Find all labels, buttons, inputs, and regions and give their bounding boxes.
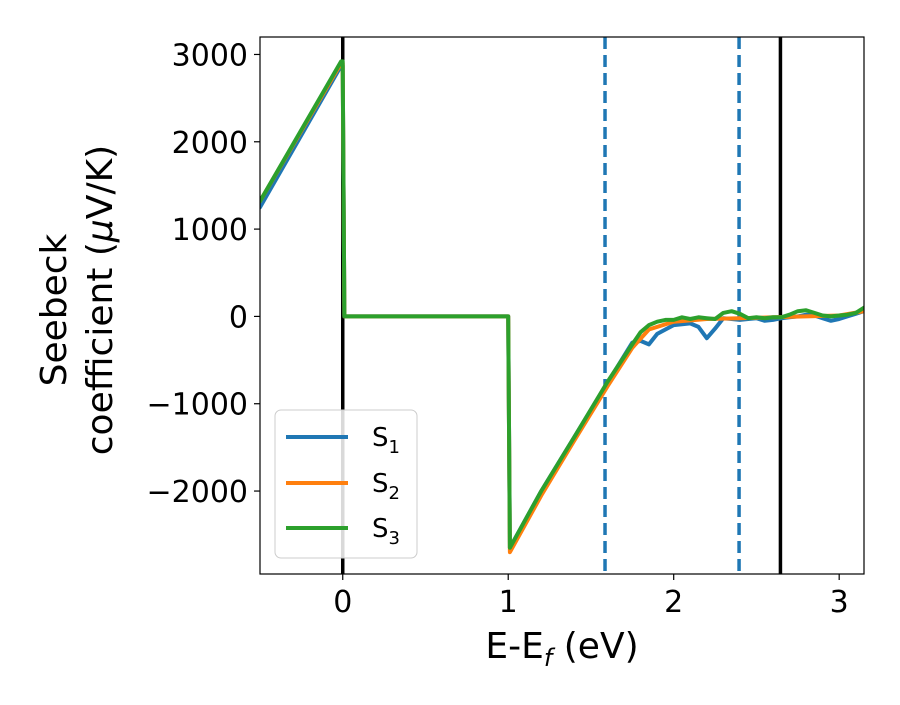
x-tick-label: 2 [664, 585, 683, 620]
y-axis-title-mu: μ [80, 219, 121, 243]
legend-label-s2: S2 [372, 469, 400, 504]
y-axis-title-line2: coefficient (μV/K) [80, 145, 121, 455]
y-tick-label: 0 [229, 300, 248, 335]
legend-label-s3: S3 [372, 514, 400, 549]
series-line-s3 [260, 59, 864, 550]
y-axis-title-line1: Seebeck [34, 233, 75, 386]
x-axis-title-unit: (eV) [552, 626, 638, 667]
x-axis-title: E-Ef (eV) [485, 626, 638, 672]
series-lines [260, 59, 864, 555]
plot-frame [259, 36, 865, 575]
y-tick-label: −2000 [147, 475, 248, 510]
y-tick-label: 2000 [172, 126, 248, 161]
x-axis-title-main: E-E [485, 626, 543, 667]
y-tick-label: 3000 [172, 38, 248, 73]
y-axis-title-text: coefficient ( [80, 242, 121, 455]
x-tick-label: 3 [830, 585, 849, 620]
x-axis: 0 1 2 3 [333, 574, 849, 620]
x-tick-label: 1 [499, 585, 518, 620]
y-axis: −2000 −1000 0 1000 2000 3000 [147, 38, 260, 510]
legend-label-s1: S1 [372, 423, 400, 458]
y-tick-label: 1000 [172, 213, 248, 248]
y-tick-label: −1000 [147, 388, 248, 423]
legend: S1 S2 S3 [274, 409, 418, 559]
x-tick-label: 0 [333, 585, 352, 620]
y-axis-title-unit: V/K) [80, 145, 121, 219]
